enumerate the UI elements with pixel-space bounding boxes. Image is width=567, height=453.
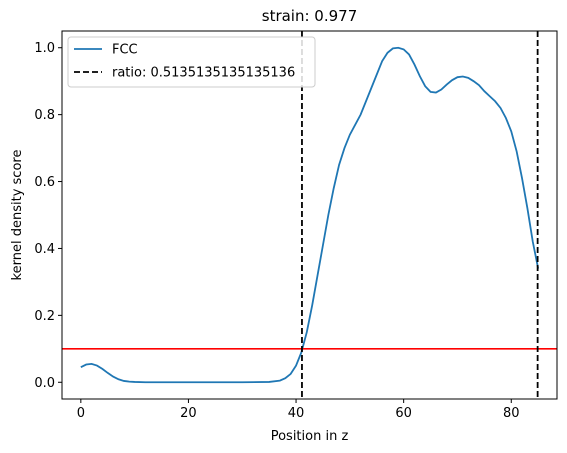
x-tick-label: 80 [503,406,520,421]
x-tick-label: 20 [180,406,197,421]
series-line-fcc [80,46,540,384]
legend: FCC ratio: 0.5135135135135136 [67,36,316,88]
y-tick-label: 0.6 [34,175,55,190]
legend-label-fcc: FCC [112,43,138,58]
x-tick-label: 60 [395,406,412,421]
y-tick-label: 0.2 [34,309,55,324]
legend-label-ratio: ratio: 0.5135135135135136 [112,66,295,81]
y-axis-label: kernel density score [10,150,25,281]
axes-frame [61,30,558,400]
x-tick-label: 40 [288,406,305,421]
x-tick-label: 0 [77,406,85,421]
y-tick-label: 0.0 [34,376,55,391]
y-tick-label: 0.4 [34,242,55,257]
x-axis-label: Position in z [271,429,349,444]
y-tick-label: 0.8 [34,108,55,123]
plot-area: 0 20 40 60 80 0.0 0.2 0.4 0.6 0.8 1.0 [34,30,558,421]
chart-title: strain: 0.977 [262,7,358,25]
legend-box [67,36,316,88]
y-tick-label: 1.0 [34,41,55,56]
